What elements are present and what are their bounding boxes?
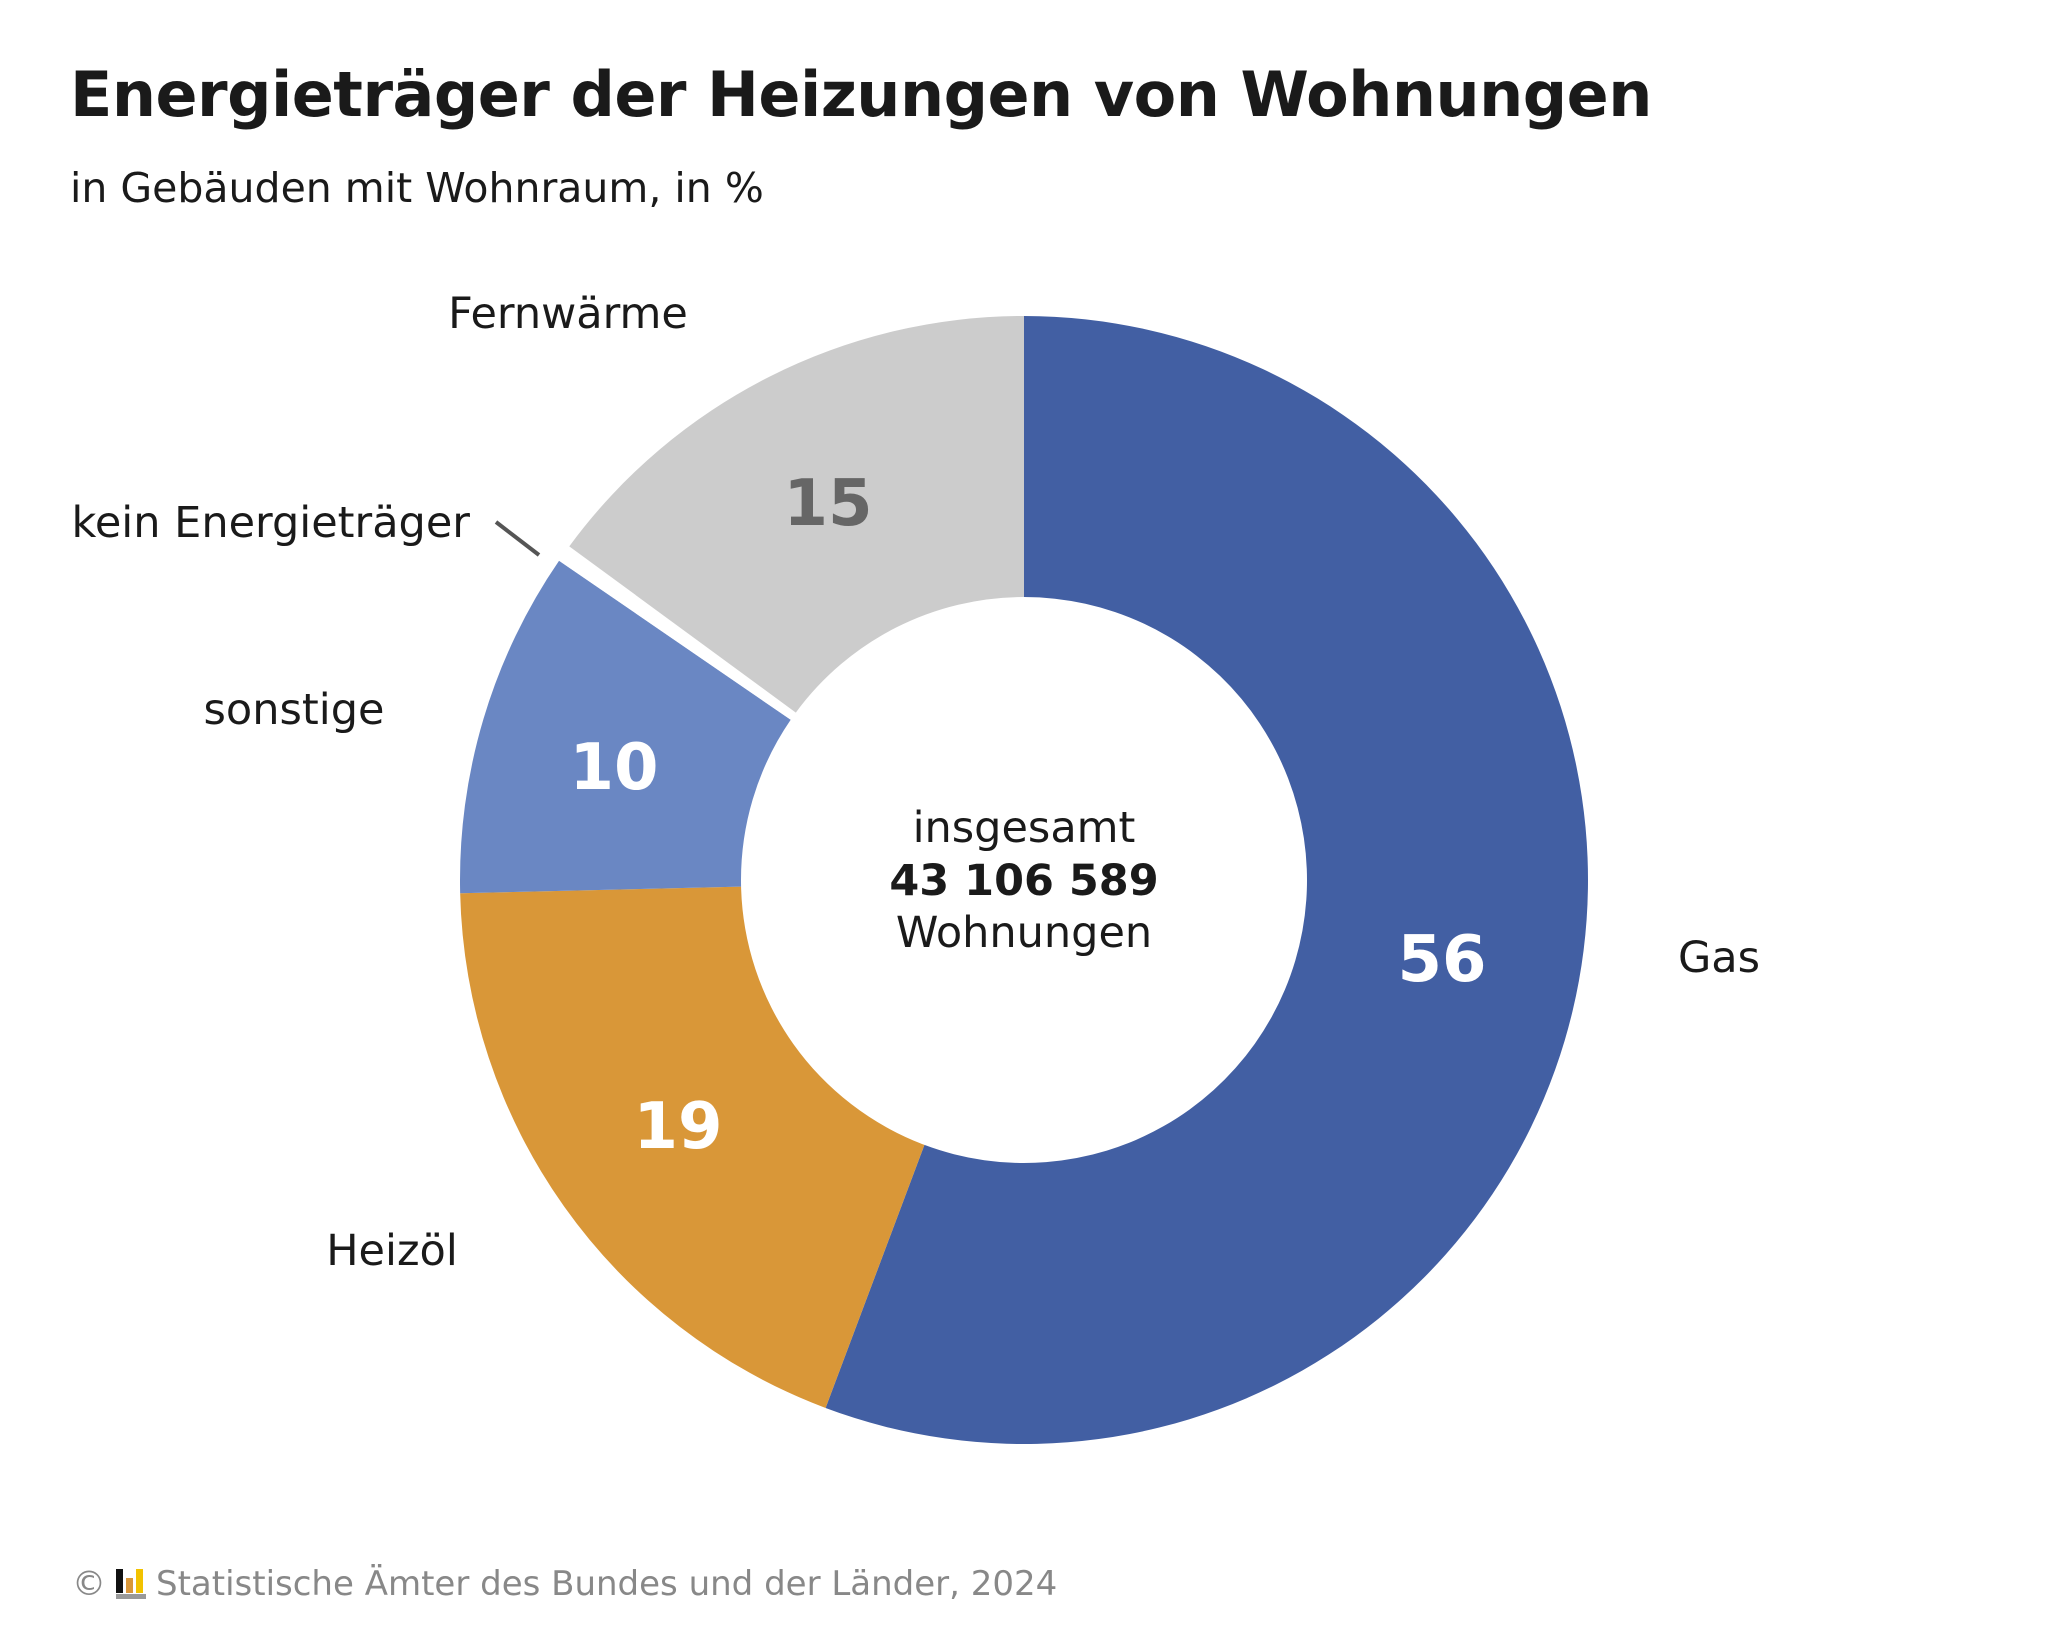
kein-energietraeger-leader-line xyxy=(494,520,541,557)
label-fernwaerme: Fernwärme xyxy=(448,289,688,339)
slice-kein-energieträger xyxy=(559,546,796,720)
value-sonstige: 10 xyxy=(569,731,658,805)
center-label-wohnungen: Wohnungen xyxy=(896,908,1152,958)
label-kein-energietraeger: kein Energieträger xyxy=(71,498,470,548)
statistik-logo-icon xyxy=(116,1569,146,1599)
label-gas: Gas xyxy=(1678,933,1760,983)
value-gas: 56 xyxy=(1397,923,1486,997)
footer: © Statistische Ämter des Bundes und der … xyxy=(72,1564,1057,1604)
center-label-insgesamt: insgesamt xyxy=(913,803,1136,853)
slice-sonstige xyxy=(460,560,791,894)
slice-heizöl xyxy=(460,886,925,1408)
chart-subtitle: in Gebäuden mit Wohnraum, in % xyxy=(70,164,764,212)
value-heizoel: 19 xyxy=(633,1090,722,1164)
chart-title: Energieträger der Heizungen von Wohnunge… xyxy=(70,58,1652,131)
label-sonstige: sonstige xyxy=(204,685,385,735)
value-fernwaerme: 15 xyxy=(783,467,872,541)
footer-source: Statistische Ämter des Bundes und der Lä… xyxy=(156,1564,1058,1604)
label-heizoel: Heizöl xyxy=(326,1226,458,1276)
center-total: 43 106 589 xyxy=(889,856,1158,906)
copyright-symbol: © xyxy=(72,1564,106,1604)
slice-gas xyxy=(825,316,1588,1445)
slice-fernwärme xyxy=(569,316,1024,713)
slices xyxy=(460,316,1588,1445)
